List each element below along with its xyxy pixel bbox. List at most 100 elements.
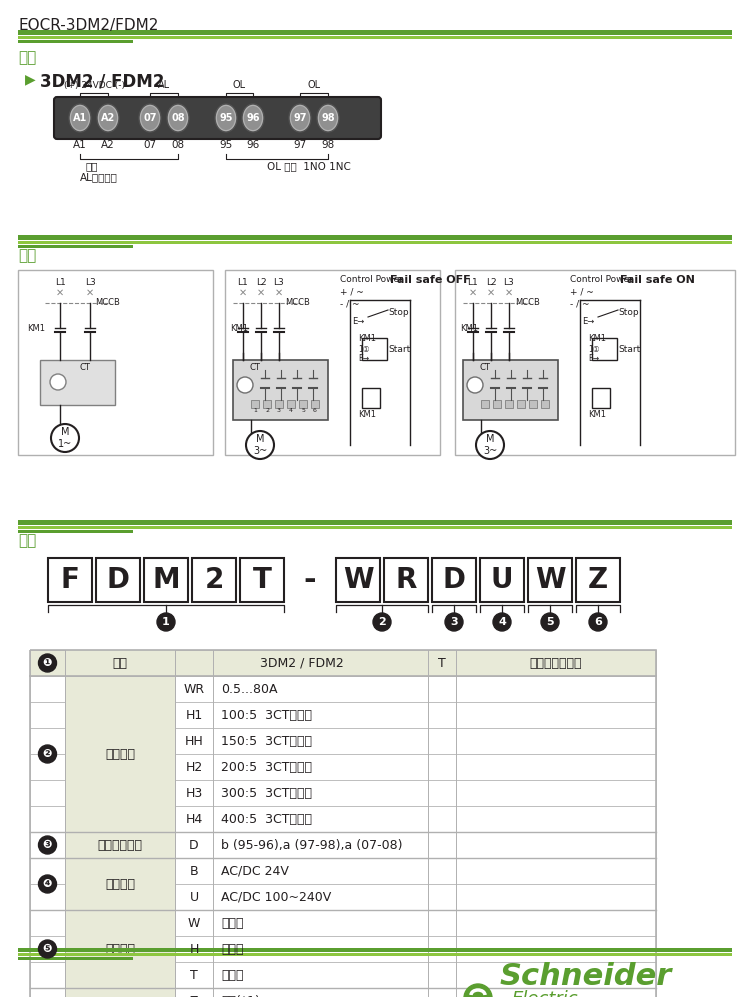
Text: W: W xyxy=(535,566,566,594)
Bar xyxy=(40,360,115,405)
Bar xyxy=(240,558,284,602)
Bar xyxy=(592,338,617,360)
Text: ✕: ✕ xyxy=(86,288,94,298)
Text: KM1: KM1 xyxy=(588,410,606,419)
Bar xyxy=(65,832,175,858)
Text: Stop: Stop xyxy=(388,308,409,317)
Text: M: M xyxy=(152,566,180,594)
Text: + / ~: + / ~ xyxy=(570,287,594,296)
Text: 接点: 接点 xyxy=(18,50,36,65)
Ellipse shape xyxy=(242,104,264,132)
Text: KM1: KM1 xyxy=(460,324,478,333)
Text: 95: 95 xyxy=(219,140,232,150)
Text: 98: 98 xyxy=(321,140,334,150)
Text: ✕: ✕ xyxy=(505,288,513,298)
Circle shape xyxy=(38,940,56,958)
Text: 98: 98 xyxy=(321,113,334,123)
Text: KM1: KM1 xyxy=(358,334,376,343)
Text: H3: H3 xyxy=(185,787,202,800)
Text: Stop: Stop xyxy=(618,308,638,317)
Text: T: T xyxy=(190,968,198,981)
Ellipse shape xyxy=(167,104,189,132)
Ellipse shape xyxy=(291,106,309,130)
Text: 1: 1 xyxy=(253,408,257,413)
Bar xyxy=(18,526,732,529)
Text: Schneider: Schneider xyxy=(500,962,672,991)
Circle shape xyxy=(50,374,66,390)
Text: 3DM2 / FDM2: 3DM2 / FDM2 xyxy=(40,72,164,90)
Bar xyxy=(18,241,732,244)
Bar xyxy=(233,360,328,420)
Bar xyxy=(541,400,549,408)
Text: L2: L2 xyxy=(256,278,266,287)
Bar xyxy=(65,858,175,910)
Text: - / ~: - / ~ xyxy=(570,299,590,308)
Bar xyxy=(192,558,236,602)
Text: Fail safe OFF: Fail safe OFF xyxy=(390,275,471,285)
Text: H4: H4 xyxy=(185,813,202,826)
Bar xyxy=(529,400,537,408)
Text: Z: Z xyxy=(190,994,198,997)
Bar xyxy=(493,400,501,408)
Bar xyxy=(30,832,656,858)
Text: D: D xyxy=(442,566,466,594)
Bar xyxy=(30,780,656,806)
Bar xyxy=(528,558,572,602)
Text: 输出接点状态: 输出接点状态 xyxy=(98,838,142,851)
Ellipse shape xyxy=(244,106,262,130)
Circle shape xyxy=(373,613,391,631)
Text: 08: 08 xyxy=(171,113,184,123)
Bar xyxy=(48,558,92,602)
Text: Z: Z xyxy=(588,566,608,594)
Text: 200:5  3CT组合型: 200:5 3CT组合型 xyxy=(221,761,312,774)
Text: Control Power: Control Power xyxy=(570,275,633,284)
Bar xyxy=(517,400,525,408)
Text: L3: L3 xyxy=(504,278,515,287)
Text: H: H xyxy=(189,942,199,955)
Text: 07: 07 xyxy=(143,113,157,123)
Text: 1①: 1① xyxy=(358,345,370,354)
Text: W: W xyxy=(188,916,200,929)
Text: 2: 2 xyxy=(265,408,269,413)
Text: 3: 3 xyxy=(277,408,281,413)
Text: ❷: ❷ xyxy=(43,749,52,759)
Text: 96: 96 xyxy=(246,140,259,150)
Bar xyxy=(18,520,732,525)
Text: Fail safe ON: Fail safe ON xyxy=(620,275,695,285)
Text: 订购: 订购 xyxy=(18,533,36,548)
Text: OL: OL xyxy=(233,80,246,90)
Bar xyxy=(96,558,140,602)
Bar xyxy=(18,235,732,240)
Text: - / ~: - / ~ xyxy=(340,299,359,308)
Text: T: T xyxy=(438,656,446,670)
Text: 2: 2 xyxy=(204,566,224,594)
Text: E→: E→ xyxy=(352,317,364,326)
Text: ❶: ❶ xyxy=(43,658,52,668)
Bar xyxy=(18,36,732,39)
Text: MCCB: MCCB xyxy=(285,298,310,307)
Bar xyxy=(362,388,380,408)
Text: MCCB: MCCB xyxy=(95,298,120,307)
Bar xyxy=(18,245,133,248)
Bar xyxy=(30,702,656,728)
Text: L2: L2 xyxy=(486,278,496,287)
FancyBboxPatch shape xyxy=(54,97,381,139)
Text: KM1: KM1 xyxy=(230,324,248,333)
Text: 1: 1 xyxy=(162,617,170,627)
Text: L1: L1 xyxy=(55,278,65,287)
Circle shape xyxy=(246,431,274,459)
Text: EOCR-3DM2/FDM2: EOCR-3DM2/FDM2 xyxy=(18,18,158,33)
Bar xyxy=(30,754,656,780)
Bar xyxy=(144,558,188,602)
Bar xyxy=(263,400,271,408)
Text: ✕: ✕ xyxy=(257,288,265,298)
Text: Electric: Electric xyxy=(512,990,579,997)
Text: E→: E→ xyxy=(582,317,594,326)
Text: 2: 2 xyxy=(378,617,386,627)
Text: M
3~: M 3~ xyxy=(483,435,497,456)
Circle shape xyxy=(476,431,504,459)
Text: 4: 4 xyxy=(289,408,293,413)
Text: 07: 07 xyxy=(143,140,157,150)
Text: 电源: 电源 xyxy=(85,161,98,171)
Text: AC/DC 100~240V: AC/DC 100~240V xyxy=(221,890,332,903)
